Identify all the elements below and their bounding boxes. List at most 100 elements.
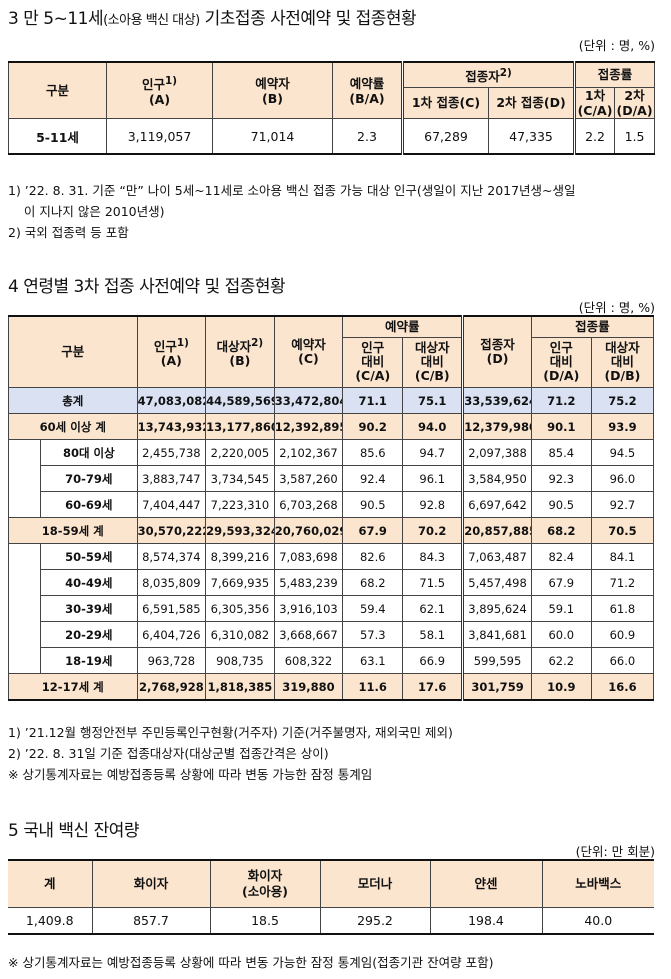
indent-cell [7, 595, 42, 622]
cell-v2: 92.7 [590, 491, 655, 518]
note: 1) ’22. 8. 31. 기준 “만” 나이 5세~11세로 소아용 백신 … [8, 183, 576, 198]
indent-cell [7, 647, 42, 674]
cell-res: 2,102,367 [273, 439, 344, 466]
cell-r2: 71.5 [402, 569, 465, 596]
cell-res: 3,916,103 [273, 595, 344, 622]
row-label: 80대 이상 [40, 439, 138, 466]
row-label: 20-29세 [40, 621, 138, 648]
header-target: 대상자2) (B) [205, 315, 275, 388]
cell-pop: 8,574,374 [136, 543, 207, 570]
section5-note: ※ 상기통계자료는 예방접종등록 상황에 따라 변동 가능한 잠정 통계임(접종… [8, 955, 494, 970]
header-janssen: 얀센 [429, 859, 543, 908]
cell-res: 608,322 [273, 647, 344, 674]
table-vaccination-5-11: 구분 인구1) (A) 예약자 (B) 예약률 (B/A) 접종자2) 접종률 1차 … [8, 61, 656, 155]
cell-v2: 96.0 [590, 465, 655, 492]
table-row: 30-39세 6,591,585 6,305,356 3,916,103 59.4 62.… [7, 595, 655, 622]
row-label: 30-39세 [40, 595, 138, 622]
cell-r1: 82.6 [342, 543, 404, 570]
header-res-rate: 예약률 [342, 315, 465, 338]
section5-title: 5 국내 백신 잔여량 [8, 821, 140, 841]
cell-vac: 301,759 [462, 673, 532, 701]
header-population: 인구1) (A) [106, 61, 213, 119]
table-booster-by-age: 구분 인구1) (A) 대상자2) (B) 예약자 (C) 예약률 접종자 (D) 접종… [7, 315, 655, 701]
cell-res: 6,703,268 [273, 491, 344, 518]
section3-notes: 1) ’22. 8. 31. 기준 “만” 나이 5세~11세로 소아용 백신 … [8, 180, 576, 243]
header-vtgt-ratio: 대상자 대비 (D/B) [590, 336, 655, 389]
cell-r1: 11.6 [342, 673, 404, 701]
cell-population: 3,119,057 [106, 118, 213, 155]
cell-tgt: 7,223,310 [205, 491, 275, 518]
cell-r1: 85.6 [342, 439, 404, 466]
header-rate2: 2차 (D/A) [614, 86, 656, 120]
cell-vac: 3,584,950 [462, 465, 532, 492]
table-row: 18-19세 963,728 908,735 608,322 63.1 66.9 599,5… [7, 647, 655, 674]
cell-r2: 17.6 [402, 673, 465, 701]
table-vaccine-stock: 계 화이자 화이자 (소아용) 모더나 얀센 노바백스 1,409.8 857.7… [8, 859, 654, 935]
cell-v1: 71.2 [530, 387, 592, 414]
header-vac-rate: 접종률 [530, 315, 655, 338]
cell-v2: 71.2 [590, 569, 655, 596]
cell-tgt: 7,669,935 [205, 569, 275, 596]
cell-r1: 57.3 [342, 621, 404, 648]
cell-pfizer-pediatric: 18.5 [209, 907, 321, 935]
table-row: 5-11세 3,119,057 71,014 2.3 67,289 47,335… [8, 118, 656, 155]
cell-res: 3,668,667 [273, 621, 344, 648]
cell-v1: 10.9 [530, 673, 592, 701]
table-row: 80대 이상 2,455,738 2,220,005 2,102,367 85.6 94.… [7, 439, 655, 466]
cell-v1: 82.4 [530, 543, 592, 570]
cell-r1: 92.4 [342, 465, 404, 492]
indent-cell [7, 621, 42, 648]
cell-r1: 90.2 [342, 413, 404, 440]
table-row: 60-69세 7,404,447 7,223,310 6,703,268 90.5 92.… [7, 491, 655, 518]
cell-r2: 84.3 [402, 543, 465, 570]
cell-r2: 96.1 [402, 465, 465, 492]
header-category: 구분 [8, 315, 138, 388]
header-novavax: 노바백스 [541, 859, 654, 908]
header-dose2: 2차 접종(D) [487, 86, 577, 120]
table-row: 60세 이상 계 13,743,932 13,177,860 12,392,895 90… [8, 413, 655, 440]
cell-v2: 84.1 [590, 543, 655, 570]
cell-r2: 58.1 [402, 621, 465, 648]
cell-vac: 5,457,498 [462, 569, 532, 596]
cell-vac: 20,857,885 [462, 517, 532, 544]
cell-res: 319,880 [273, 673, 344, 701]
note: 1) ’21.12월 행정안전부 주민등록인구현황(거주자) 기준(거주불명자,… [8, 725, 453, 740]
cell-res: 5,483,239 [273, 569, 344, 596]
cell-pop: 47,083,082 [136, 387, 207, 414]
section3-unit: (단위 : 명, %) [578, 38, 655, 53]
cell-pop: 8,035,809 [136, 569, 207, 596]
cell-pop: 30,570,222 [136, 517, 207, 544]
table-row: 40-49세 8,035,809 7,669,935 5,483,239 68.2 71.… [7, 569, 655, 596]
section4-title: 4 연령별 3차 접종 사전예약 및 접종현황 [8, 277, 286, 297]
cell-rate: 2.3 [332, 118, 404, 155]
cell-v1: 90.5 [530, 491, 592, 518]
cell-dose1: 67,289 [402, 118, 489, 155]
header-rate: 예약률 (B/A) [332, 61, 404, 119]
cell-tgt: 1,818,385 [205, 673, 275, 701]
cell-r2: 62.1 [402, 595, 465, 622]
cell-v2: 61.8 [590, 595, 655, 622]
cell-vac: 12,379,980 [462, 413, 532, 440]
cell-v1: 92.3 [530, 465, 592, 492]
cell-v1: 59.1 [530, 595, 592, 622]
cell-total: 1,409.8 [8, 907, 93, 935]
row-label: 18-19세 [40, 647, 138, 674]
cell-pop: 3,883,747 [136, 465, 207, 492]
row-label: 50-59세 [40, 543, 138, 570]
cell-tgt: 13,177,860 [205, 413, 275, 440]
cell-pop: 6,404,726 [136, 621, 207, 648]
cell-v1: 62.2 [530, 647, 592, 674]
cell-reservations: 71,014 [212, 118, 333, 155]
cell-res: 33,472,804 [273, 387, 344, 414]
cell-vac: 2,097,388 [462, 439, 532, 466]
cell-pop: 6,591,585 [136, 595, 207, 622]
indent-cell [7, 543, 42, 570]
cell-tgt: 8,399,216 [205, 543, 275, 570]
section4-unit: (단위 : 명, %) [578, 300, 655, 315]
header-category: 구분 [8, 61, 107, 119]
row-label: 총계 [8, 387, 138, 414]
header-pfizer-pediatric: 화이자 (소아용) [209, 859, 321, 908]
cell-r1: 68.2 [342, 569, 404, 596]
cell-pop: 2,455,738 [136, 439, 207, 466]
header-tgt-ratio: 대상자 대비 (C/B) [402, 336, 465, 389]
